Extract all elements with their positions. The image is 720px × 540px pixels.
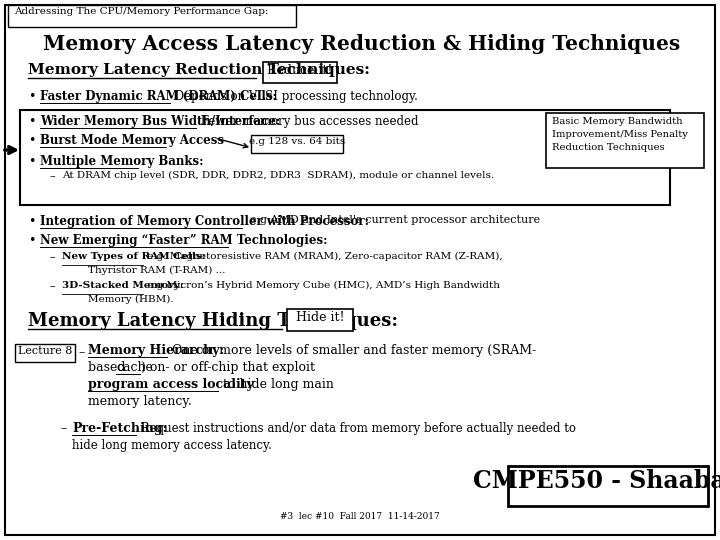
Text: ) on- or off-chip that exploit: ) on- or off-chip that exploit (141, 361, 319, 374)
Text: •: • (28, 215, 35, 228)
Bar (15, 344, 75, 362)
Text: e.g 128 vs. 64 bits: e.g 128 vs. 64 bits (249, 137, 345, 146)
Text: based: based (88, 361, 130, 374)
Text: –: – (60, 422, 66, 435)
Text: •: • (28, 115, 35, 128)
Text: hide long memory access latency.: hide long memory access latency. (72, 439, 272, 452)
Text: 3D-Stacked Memory:: 3D-Stacked Memory: (62, 281, 184, 290)
Text: Memory Latency Reduction Techniques:: Memory Latency Reduction Techniques: (28, 63, 370, 77)
Text: Lecture 8: Lecture 8 (18, 346, 72, 356)
Text: –: – (50, 281, 55, 291)
Text: Multiple Memory Banks:: Multiple Memory Banks: (40, 155, 204, 168)
Text: –: – (78, 346, 84, 359)
Text: •: • (28, 234, 35, 247)
Text: New Types of RAM Cells:: New Types of RAM Cells: (62, 252, 206, 261)
Text: One or more levels of smaller and faster memory (SRAM-: One or more levels of smaller and faster… (168, 344, 536, 357)
Bar (287, 309, 353, 331)
Text: e.g. Magnetoresistive RAM (MRAM), Zero-capacitor RAM (Z-RAM),: e.g. Magnetoresistive RAM (MRAM), Zero-c… (144, 252, 503, 261)
Text: #3  lec #10  Fall 2017  11-14-2017: #3 lec #10 Fall 2017 11-14-2017 (280, 512, 440, 521)
Bar (251, 135, 343, 153)
Text: •: • (28, 155, 35, 168)
Text: At DRAM chip level (SDR, DDR, DDR2, DDR3  SDRAM), module or channel levels.: At DRAM chip level (SDR, DDR, DDR2, DDR3… (62, 171, 494, 180)
Text: e.g AMD and Intel's current processor architecture: e.g AMD and Intel's current processor ar… (243, 215, 540, 225)
Text: –: – (50, 171, 55, 181)
Text: CMPE550 - Shaaban: CMPE550 - Shaaban (473, 469, 720, 493)
Bar (20, 110, 670, 205)
Text: Integration of Memory Controller with Processor:: Integration of Memory Controller with Pr… (40, 215, 369, 228)
Bar (508, 466, 708, 506)
Text: to hide long main: to hide long main (219, 378, 334, 391)
Text: Pre-Fetching:: Pre-Fetching: (72, 422, 167, 435)
Bar (546, 113, 704, 168)
Text: e.g Micron’s Hybrid Memory Cube (HMC), AMD’s High Bandwidth: e.g Micron’s Hybrid Memory Cube (HMC), A… (144, 281, 500, 290)
Text: Request instructions and/or data from memory before actually needed to: Request instructions and/or data from me… (137, 422, 576, 435)
Text: cache: cache (116, 361, 153, 374)
Text: program access locality: program access locality (88, 378, 253, 391)
Text: Hide it!: Hide it! (296, 311, 344, 324)
Text: •: • (28, 90, 35, 103)
Text: Memory Latency Hiding Techniques:: Memory Latency Hiding Techniques: (28, 312, 398, 330)
Text: Basic Memory Bandwidth: Basic Memory Bandwidth (552, 117, 683, 126)
Text: Memory Access Latency Reduction & Hiding Techniques: Memory Access Latency Reduction & Hiding… (43, 34, 680, 54)
Text: –: – (50, 252, 55, 262)
Text: Memory (HBM).: Memory (HBM). (62, 295, 174, 304)
Text: Fewer memory bus accesses needed: Fewer memory bus accesses needed (197, 115, 418, 128)
Bar (8, 5, 296, 27)
Text: Addressing The CPU/Memory Performance Gap:: Addressing The CPU/Memory Performance Ga… (14, 7, 269, 16)
Text: Reduce it!: Reduce it! (267, 64, 333, 77)
Text: Memory Hierarchy:: Memory Hierarchy: (88, 344, 224, 357)
Text: Depends on VLSI processing technology.: Depends on VLSI processing technology. (171, 90, 418, 103)
Text: New Emerging “Faster” RAM Technologies:: New Emerging “Faster” RAM Technologies: (40, 234, 328, 247)
Text: •: • (28, 134, 35, 147)
Text: Reduction Techniques: Reduction Techniques (552, 143, 665, 152)
Text: memory latency.: memory latency. (88, 395, 192, 408)
Text: Faster Dynamic RAM (DRAM) Cells:: Faster Dynamic RAM (DRAM) Cells: (40, 90, 276, 103)
Text: Wider Memory Bus Width/Interface:: Wider Memory Bus Width/Interface: (40, 115, 280, 128)
Text: Thyristor RAM (T-RAM) ...: Thyristor RAM (T-RAM) ... (62, 266, 225, 275)
Text: Burst Mode Memory Access: Burst Mode Memory Access (40, 134, 224, 147)
Bar (263, 62, 337, 83)
Text: Improvement/Miss Penalty: Improvement/Miss Penalty (552, 130, 688, 139)
